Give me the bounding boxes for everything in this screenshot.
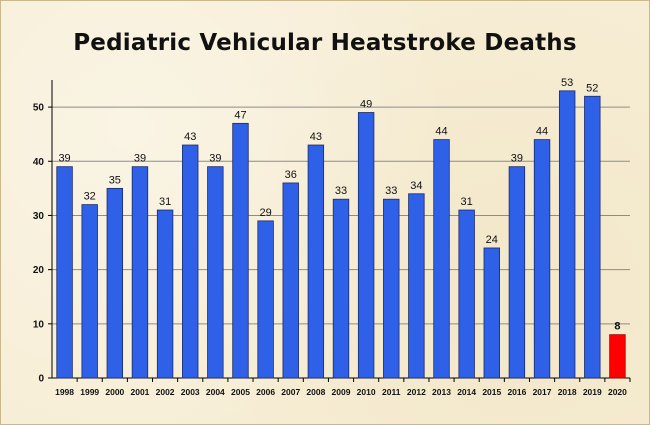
bar-2017 — [533, 139, 551, 379]
bar-2013 — [433, 139, 450, 379]
x-tick-label-2005: 2005 — [231, 387, 250, 397]
x-tick-label-2015: 2015 — [482, 387, 501, 397]
chart-title: Pediatric Vehicular Heatstroke Deaths — [73, 30, 577, 56]
bar-2006 — [257, 220, 274, 379]
data-label-2015: 24 — [486, 234, 498, 246]
data-label-2008: 43 — [310, 131, 322, 143]
bar-2015 — [483, 247, 500, 379]
data-label-2005: 47 — [234, 109, 246, 121]
bar-2005 — [232, 122, 249, 379]
x-tick-label-2000: 2000 — [105, 387, 124, 397]
y-tick-label: 0 — [38, 374, 44, 385]
data-label-2014: 31 — [461, 196, 473, 208]
data-label-2018: 53 — [561, 77, 573, 89]
bar-1998 — [56, 166, 73, 379]
x-tick-label-2020: 2020 — [608, 387, 627, 397]
bar-2016 — [508, 166, 526, 379]
data-label-2002: 31 — [159, 196, 171, 208]
x-tick-label-2011: 2011 — [382, 387, 401, 397]
data-label-2012: 34 — [410, 180, 422, 192]
data-label-2003: 43 — [184, 131, 196, 143]
data-label-2001: 39 — [134, 153, 146, 165]
bar-2009 — [332, 198, 350, 379]
bar-2004 — [207, 166, 224, 379]
y-tick-label: 20 — [33, 265, 45, 276]
x-tick-label-2018: 2018 — [558, 387, 577, 397]
labels: 0 10 20 30 40 50 39 1998 32 1999 35 2000 39 2001 31 200… — [33, 77, 627, 397]
data-label-1998: 39 — [58, 153, 70, 165]
bar-2019 — [584, 95, 601, 379]
x-tick-label-2006: 2006 — [256, 387, 275, 397]
x-tick-label-2007: 2007 — [281, 387, 300, 397]
x-tick-label-2010: 2010 — [357, 387, 376, 397]
x-tick-label-2014: 2014 — [457, 387, 476, 397]
data-label-2007: 36 — [285, 169, 297, 181]
x-tick-label-2008: 2008 — [306, 387, 325, 397]
bar-2007 — [282, 182, 299, 379]
bar-2008 — [307, 144, 325, 379]
bar-2003 — [182, 144, 199, 379]
x-tick-label-2002: 2002 — [156, 387, 175, 397]
y-tick-label: 30 — [33, 211, 45, 222]
data-label-2006: 29 — [259, 207, 271, 219]
data-label-2017: 44 — [536, 126, 548, 138]
y-tick-label: 50 — [33, 103, 45, 114]
x-tick-label-1999: 1999 — [80, 387, 99, 397]
x-tick-label-2004: 2004 — [206, 387, 225, 397]
x-tick-label-2019: 2019 — [583, 387, 602, 397]
data-label-2010: 49 — [360, 99, 372, 111]
data-label-2013: 44 — [435, 126, 447, 138]
data-label-2016: 39 — [511, 153, 523, 165]
x-tick-label-2001: 2001 — [130, 387, 149, 397]
bar-2014 — [458, 209, 475, 379]
bar-2000 — [106, 187, 124, 379]
bar-2001 — [131, 166, 149, 379]
y-tick-label: 10 — [33, 319, 45, 330]
x-tick-label-2003: 2003 — [181, 387, 200, 397]
y-tick-label: 40 — [33, 157, 45, 168]
x-tick-label-2016: 2016 — [507, 387, 526, 397]
x-tick-label-2009: 2009 — [332, 387, 351, 397]
bar-2011 — [383, 198, 400, 379]
bar-2020 — [609, 334, 626, 379]
bar-2002 — [156, 209, 174, 379]
data-label-2000: 35 — [109, 174, 121, 186]
data-label-2020: 8 — [614, 321, 620, 333]
bars — [56, 90, 626, 379]
x-tick-label-2017: 2017 — [533, 387, 552, 397]
data-label-2009: 33 — [335, 185, 347, 197]
bar-1999 — [81, 204, 98, 379]
data-label-2019: 52 — [586, 82, 598, 94]
data-label-2011: 33 — [385, 185, 397, 197]
x-tick-label-2013: 2013 — [432, 387, 451, 397]
bar-2010 — [357, 112, 375, 379]
data-label-2004: 39 — [209, 153, 221, 165]
bar-2018 — [558, 90, 576, 379]
bar-2012 — [408, 193, 425, 379]
data-label-1999: 32 — [84, 191, 96, 203]
x-tick-label-1998: 1998 — [55, 387, 74, 397]
x-tick-label-2012: 2012 — [407, 387, 426, 397]
